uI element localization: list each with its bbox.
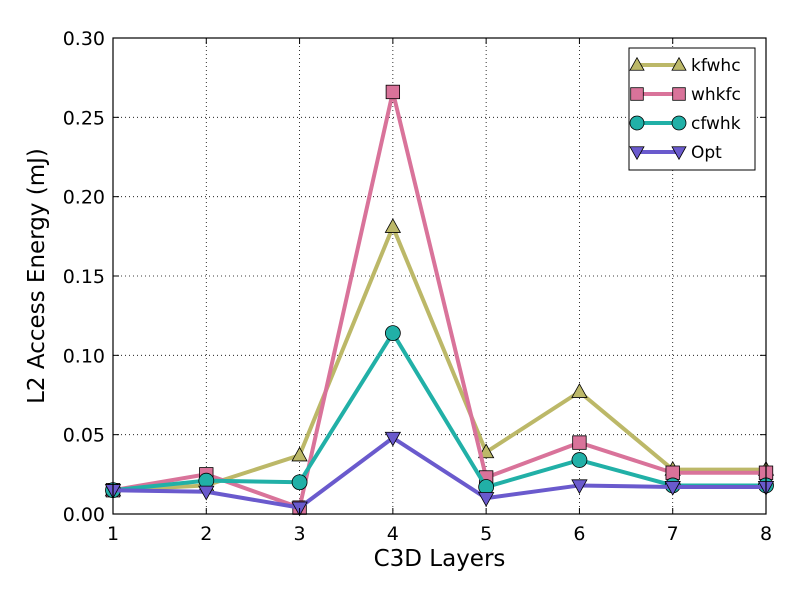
x-tick-label: 2	[200, 523, 212, 545]
data-point-kfwhc	[384, 218, 402, 233]
x-tick-label: 7	[667, 523, 679, 545]
legend-label-Opt: Opt	[691, 143, 722, 163]
y-tick-label: 0.00	[63, 504, 105, 526]
data-point-kfwhc	[291, 446, 308, 462]
y-axis-title: L2 Access Energy (mJ)	[24, 148, 50, 404]
data-point-Opt	[571, 479, 588, 495]
x-tick-label: 5	[480, 523, 492, 545]
data-point-cfwhk	[571, 452, 588, 468]
legend-marker-cfwhk	[671, 115, 687, 131]
series-line-cfwhk	[112, 329, 766, 493]
legend-label-kfwhc: kfwhc	[691, 56, 741, 76]
x-axis-title: C3D Layers	[374, 546, 506, 572]
series-kfwhc	[104, 218, 775, 497]
legend-marker-kfwhc	[671, 56, 687, 71]
x-tick-label: 1	[107, 523, 119, 545]
data-point-kfwhc	[571, 383, 588, 398]
y-tick-label: 0.10	[63, 345, 105, 367]
legend-label-cfwhk: cfwhk	[691, 114, 741, 134]
data-point-Opt	[198, 485, 215, 501]
x-tick-label: 8	[760, 523, 772, 545]
data-point-Opt	[664, 481, 681, 496]
legend-label-whkfc: whkfc	[691, 85, 741, 105]
y-tick-label: 0.15	[63, 266, 105, 288]
legend-box	[628, 47, 756, 171]
y-tick-label: 0.20	[63, 187, 105, 209]
legend-marker-whkfc	[672, 87, 686, 101]
y-tick-label: 0.05	[63, 425, 105, 447]
y-tick-label: 0.30	[63, 28, 105, 50]
legend-marker-Opt	[671, 146, 687, 161]
data-point-whkfc	[385, 84, 401, 100]
series-line-kfwhc	[112, 221, 766, 493]
data-point-cfwhk	[384, 325, 401, 342]
data-point-Opt	[477, 492, 495, 507]
legend: kfwhc whkfc cfwhk Opt	[628, 47, 756, 171]
legend-marker-whkfc	[630, 87, 644, 101]
series-line-Opt	[112, 435, 766, 510]
legend-marker-Opt	[629, 146, 645, 161]
legend-marker-cfwhk	[629, 115, 645, 131]
axis-ticks: 1 2 3 4 5 6 7 8 0.00 0.05 0.10 0.15 0.20 0.25 0.30	[63, 28, 772, 545]
legend-marker-kfwhc	[629, 56, 645, 71]
data-point-whkfc	[572, 435, 587, 450]
series-layer	[104, 84, 775, 517]
data-point-whkfc	[665, 465, 680, 480]
x-tick-label: 6	[573, 523, 585, 545]
data-point-cfwhk	[291, 474, 308, 491]
x-tick-label: 4	[387, 523, 399, 545]
y-tick-label: 0.25	[63, 107, 105, 129]
x-tick-label: 3	[294, 523, 306, 545]
data-point-Opt	[384, 431, 402, 447]
